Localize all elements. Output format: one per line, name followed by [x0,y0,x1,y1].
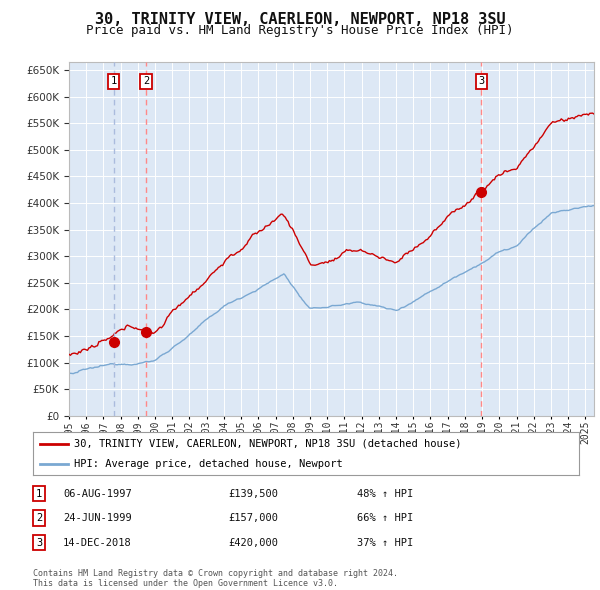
Text: 24-JUN-1999: 24-JUN-1999 [63,513,132,523]
Text: 48% ↑ HPI: 48% ↑ HPI [357,489,413,499]
Text: 06-AUG-1997: 06-AUG-1997 [63,489,132,499]
Text: 30, TRINITY VIEW, CAERLEON, NEWPORT, NP18 3SU (detached house): 30, TRINITY VIEW, CAERLEON, NEWPORT, NP1… [74,439,461,449]
Text: £420,000: £420,000 [228,538,278,548]
Text: HPI: Average price, detached house, Newport: HPI: Average price, detached house, Newp… [74,459,343,469]
Text: Price paid vs. HM Land Registry's House Price Index (HPI): Price paid vs. HM Land Registry's House … [86,24,514,37]
Text: £157,000: £157,000 [228,513,278,523]
Text: 1: 1 [110,77,117,86]
Text: 66% ↑ HPI: 66% ↑ HPI [357,513,413,523]
Text: 2: 2 [36,513,42,523]
Text: 3: 3 [478,77,484,86]
Text: 30, TRINITY VIEW, CAERLEON, NEWPORT, NP18 3SU: 30, TRINITY VIEW, CAERLEON, NEWPORT, NP1… [95,12,505,27]
Text: 14-DEC-2018: 14-DEC-2018 [63,538,132,548]
Text: 3: 3 [36,538,42,548]
Text: Contains HM Land Registry data © Crown copyright and database right 2024.
This d: Contains HM Land Registry data © Crown c… [33,569,398,588]
Text: 2: 2 [143,77,149,86]
Text: 1: 1 [36,489,42,499]
Text: 37% ↑ HPI: 37% ↑ HPI [357,538,413,548]
Text: £139,500: £139,500 [228,489,278,499]
